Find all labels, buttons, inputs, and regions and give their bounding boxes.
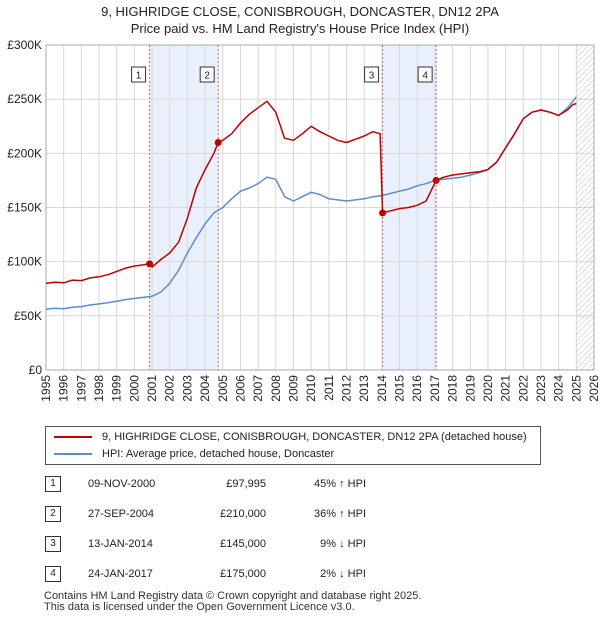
x-tick-label: 1998 <box>92 375 106 402</box>
sale-marker-label-4: 4 <box>422 71 428 82</box>
sale-point-2 <box>214 139 222 146</box>
price-chart: 1 2 3 4 £0 £50K £100K £150K £200K £250K £300K 199… <box>7 38 600 402</box>
x-tick-label: 1996 <box>57 375 71 402</box>
sale-marker-box-4 <box>417 66 433 83</box>
x-tick-label: 2021 <box>499 375 513 402</box>
sale-marker-label-1: 1 <box>136 71 142 82</box>
transaction-badge: 4 <box>45 566 61 582</box>
sale-marker-label-2: 2 <box>204 71 210 82</box>
footer-attribution: Contains HM Land Registry data © Crown c… <box>44 591 421 613</box>
x-tick-label: 2009 <box>286 375 300 402</box>
x-tick-label: 2026 <box>587 375 600 402</box>
property-price-line <box>45 100 577 285</box>
transaction-badge: 1 <box>45 476 61 492</box>
transaction-price: £175,000 <box>220 568 266 580</box>
x-tick-label: 1999 <box>110 375 124 402</box>
sale-marker-box-1 <box>131 66 147 83</box>
transaction-hpi: 2% ↓ HPI <box>320 568 366 580</box>
x-tick-label: 2012 <box>340 375 354 402</box>
x-tick-label: 2015 <box>393 375 407 402</box>
x-tick-label: 2020 <box>481 375 495 402</box>
sale-marker-box-2 <box>199 66 215 83</box>
table-row: 2 27-SEP-2004 £210,000 36% ↑ HPI <box>40 506 440 524</box>
sale-point-3 <box>379 209 387 217</box>
transaction-badge: 3 <box>45 536 61 552</box>
y-tick-label: £150K <box>7 201 42 215</box>
transaction-price: £210,000 <box>220 508 266 520</box>
x-tick-label: 2003 <box>180 375 194 402</box>
sale-marker-label-3: 3 <box>369 71 375 82</box>
legend-label-property: 9, HIGHRIDGE CLOSE, CONISBROUGH, DONCAST… <box>102 431 527 443</box>
x-tick-label: 2014 <box>375 375 389 402</box>
x-tick-label: 2016 <box>410 375 424 402</box>
x-tick-label: 2013 <box>357 375 371 402</box>
x-tick-label: 2008 <box>269 375 283 402</box>
y-tick-label: £0 <box>29 363 43 377</box>
footer-line-1: Contains HM Land Registry data © Crown c… <box>44 590 422 602</box>
transaction-date: 13-JAN-2014 <box>88 538 153 550</box>
title-line-2: Price paid vs. HM Land Registry's House … <box>130 21 470 36</box>
table-row: 1 09-NOV-2000 £97,995 45% ↑ HPI <box>40 476 440 494</box>
transaction-hpi: 9% ↓ HPI <box>320 538 366 550</box>
transaction-date: 24-JAN-2017 <box>88 568 153 580</box>
legend-swatch-hpi <box>54 453 92 455</box>
sale-point-4 <box>432 176 440 184</box>
x-tick-label: 2019 <box>463 375 477 402</box>
transaction-date: 27-SEP-2004 <box>88 508 155 520</box>
y-tick-label: £100K <box>7 255 42 269</box>
legend-swatch-property <box>54 436 92 438</box>
sale-marker-box-3 <box>364 66 380 83</box>
x-tick-label: 2023 <box>534 375 548 402</box>
legend-item-property: 9, HIGHRIDGE CLOSE, CONISBROUGH, DONCAST… <box>54 429 527 445</box>
transaction-price: £97,995 <box>226 478 266 490</box>
x-tick-label: 2018 <box>446 375 460 402</box>
x-tick-label: 2002 <box>163 375 177 402</box>
transaction-hpi: 45% ↑ HPI <box>314 478 366 490</box>
x-tick-label: 2006 <box>233 375 247 402</box>
transaction-price: £145,000 <box>220 538 266 550</box>
x-tick-label: 2017 <box>428 375 442 402</box>
x-tick-label: 2011 <box>322 375 336 401</box>
x-tick-label: 2000 <box>127 375 141 402</box>
chart-title: 9, HIGHRIDGE CLOSE, CONISBROUGH, DONCAST… <box>0 3 600 37</box>
x-tick-label: 2001 <box>145 375 159 402</box>
y-tick-label: £50K <box>14 309 42 323</box>
sale-point-1 <box>146 260 154 268</box>
y-tick-label: £300K <box>7 38 42 52</box>
transaction-badge: 2 <box>45 506 61 522</box>
footer-line-2: This data is licensed under the Open Gov… <box>44 601 355 613</box>
title-line-1: 9, HIGHRIDGE CLOSE, CONISBROUGH, DONCAST… <box>101 4 499 19</box>
x-tick-label: 1997 <box>74 375 88 402</box>
transaction-date: 09-NOV-2000 <box>88 478 156 490</box>
hatched-forecast-area <box>576 45 594 370</box>
y-tick-label: £200K <box>7 146 42 160</box>
legend-label-hpi: HPI: Average price, detached house, Donc… <box>102 448 335 460</box>
y-tick-label: £250K <box>7 92 42 106</box>
x-tick-label: 2004 <box>198 375 212 402</box>
x-tick-label: 2024 <box>552 375 566 402</box>
x-tick-label: 2025 <box>569 375 583 402</box>
table-row: 4 24-JAN-2017 £175,000 2% ↓ HPI <box>40 566 440 584</box>
table-row: 3 13-JAN-2014 £145,000 9% ↓ HPI <box>40 536 440 554</box>
transaction-hpi: 36% ↑ HPI <box>314 508 366 520</box>
x-tick-label: 2022 <box>516 375 530 402</box>
legend-item-hpi: HPI: Average price, detached house, Donc… <box>54 446 334 462</box>
x-tick-label: 1995 <box>39 375 53 402</box>
chart-legend: 9, HIGHRIDGE CLOSE, CONISBROUGH, DONCAST… <box>45 426 541 465</box>
x-tick-label: 2007 <box>251 375 265 402</box>
x-tick-label: 2005 <box>216 375 230 402</box>
x-tick-label: 2010 <box>304 375 318 402</box>
